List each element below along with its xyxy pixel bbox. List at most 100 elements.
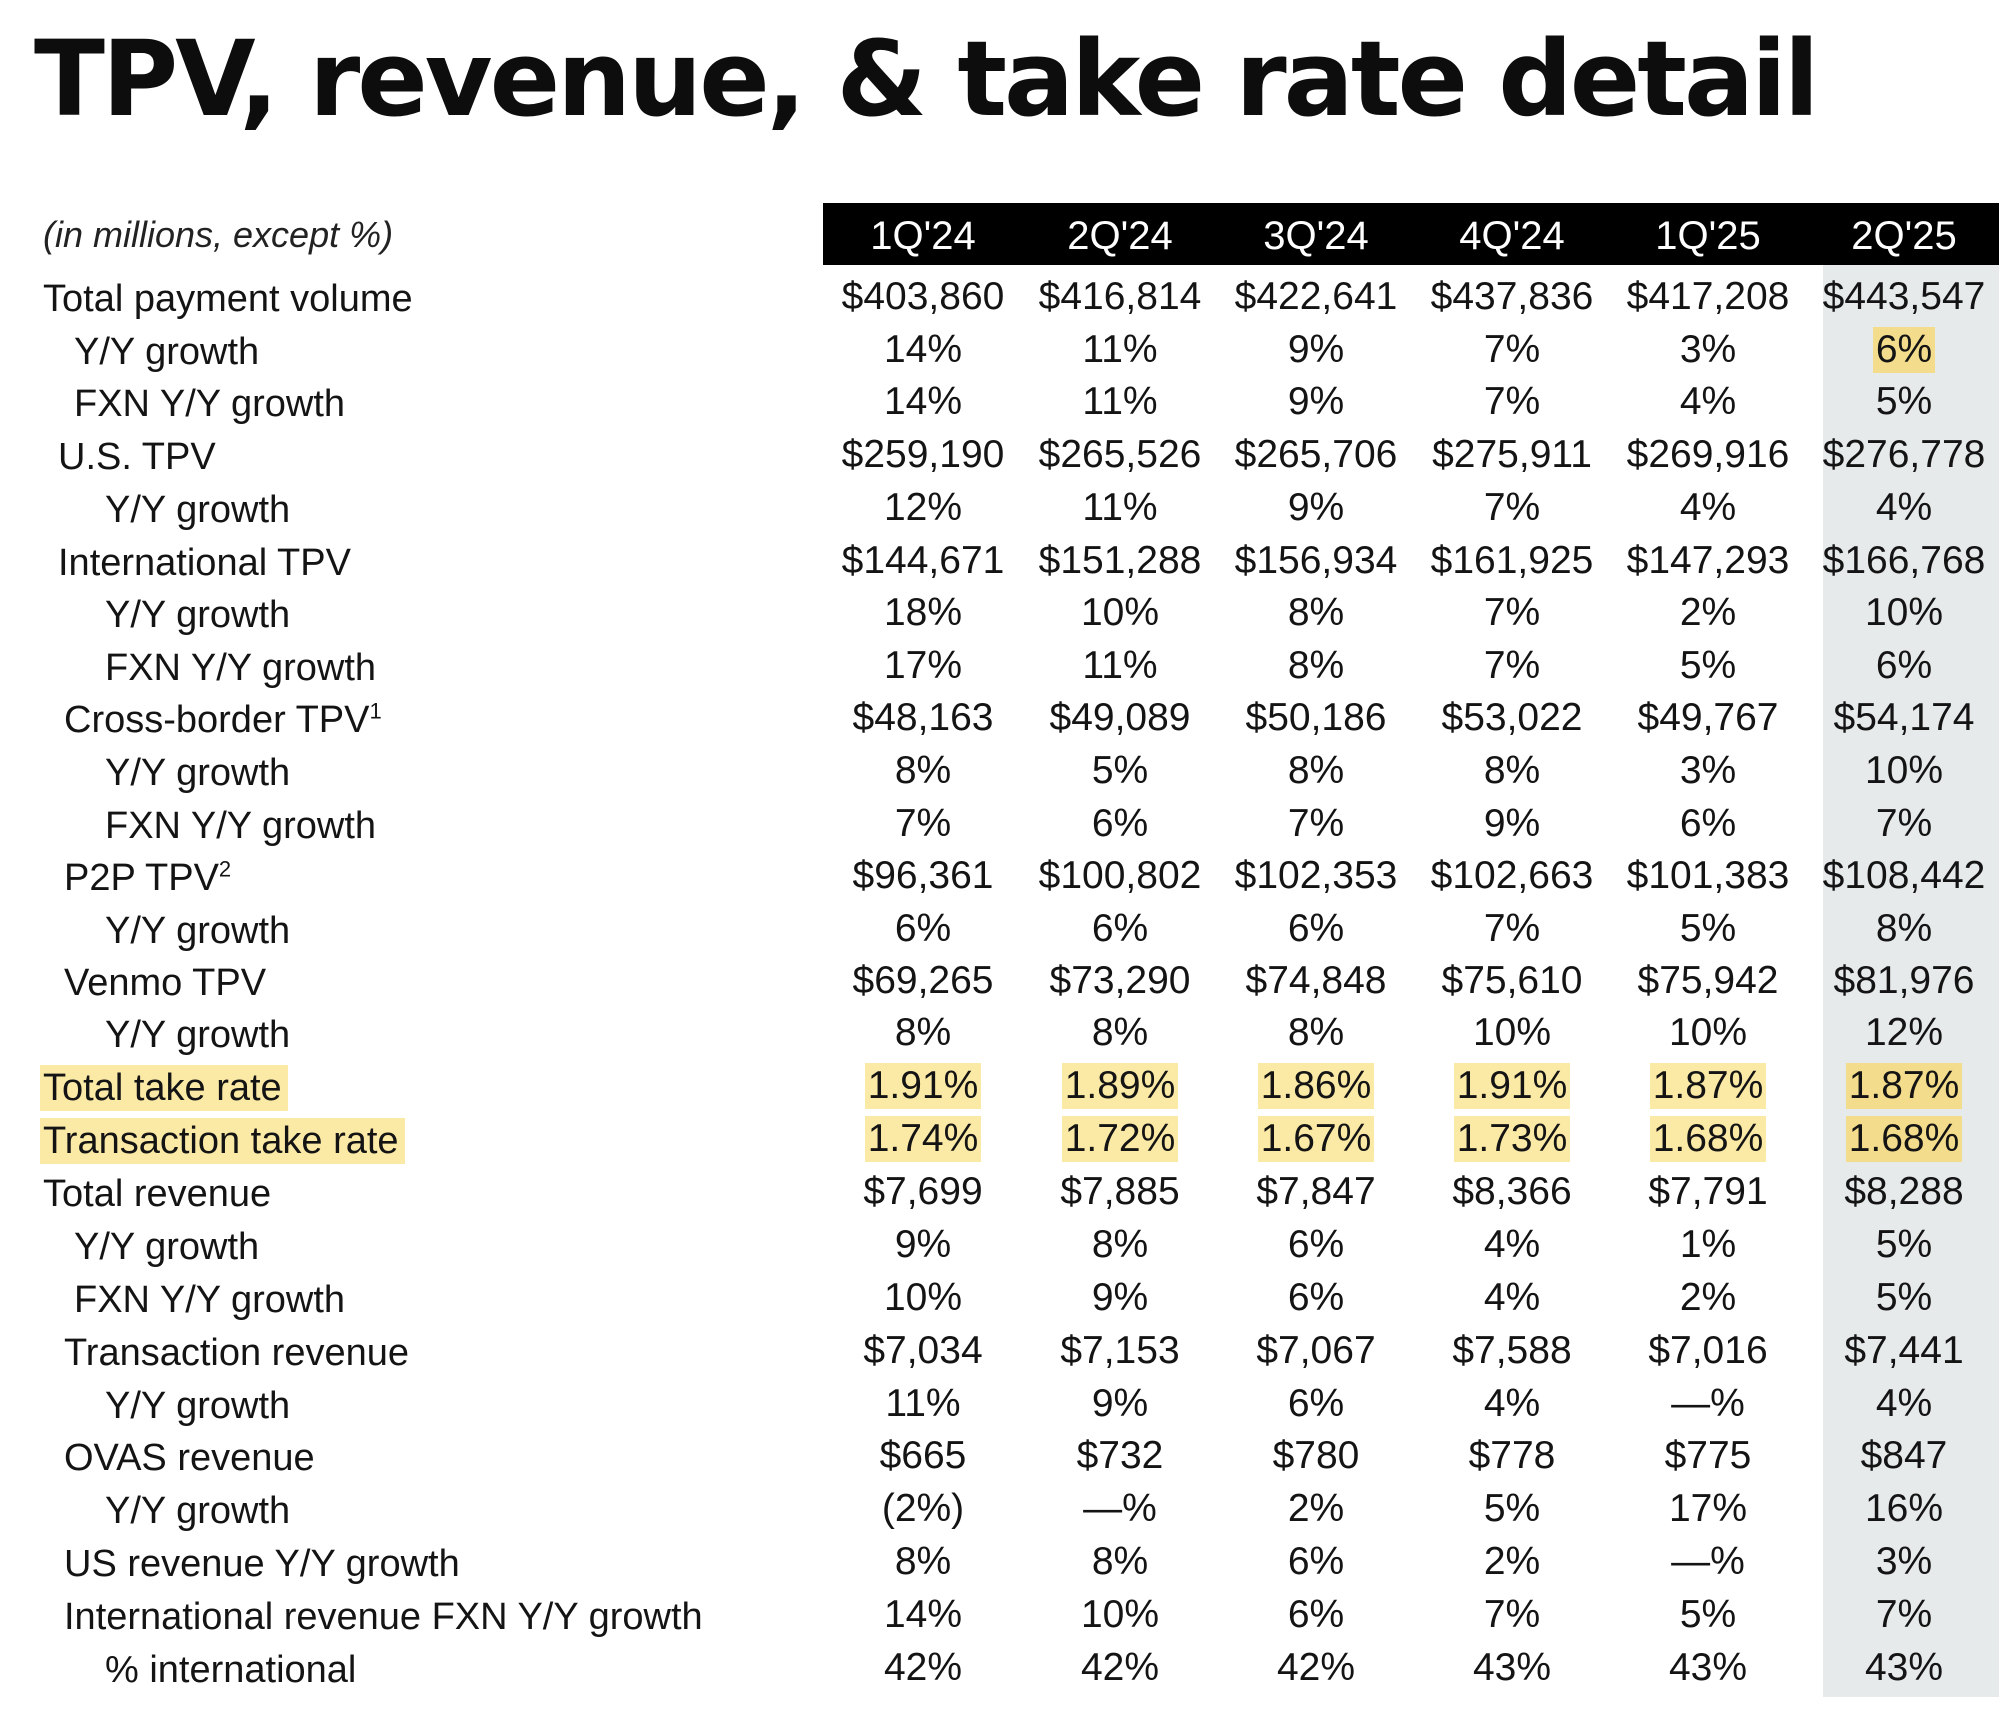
cell-2q-24: 11% — [1025, 379, 1215, 425]
cell-1q-25: $775 — [1613, 1433, 1803, 1479]
cell-value: $259,190 — [841, 433, 1005, 476]
table-row-y-y-growth: Y/Y growth 12% 11% 9% 7% 4% 4% — [0, 483, 1999, 536]
cell-value: $7,067 — [1256, 1329, 1376, 1372]
cell-3q-24: 9% — [1221, 379, 1411, 425]
cell-value: 10% — [1080, 1593, 1160, 1636]
cell-4q-24: 4% — [1417, 1381, 1607, 1427]
cell-1q-25: 4% — [1613, 379, 1803, 425]
cell-value: $81,976 — [1833, 959, 1975, 1002]
row-label-text: Y/Y growth — [105, 489, 291, 531]
cell-3q-24: 8% — [1221, 748, 1411, 794]
cell-2q-24: 11% — [1025, 485, 1215, 531]
cell-value: 12% — [1864, 1011, 1944, 1054]
row-label: Y/Y growth — [105, 487, 290, 533]
row-label: International TPV — [58, 540, 351, 586]
cell-value: $96,361 — [852, 854, 994, 897]
cell-3q-24: $265,706 — [1221, 432, 1411, 478]
cell-1q-24: 18% — [828, 590, 1018, 636]
cell-value: 11% — [1082, 486, 1158, 529]
cell-4q-24: $7,588 — [1417, 1328, 1607, 1374]
cell-3q-24: 1.67% — [1221, 1116, 1411, 1162]
cell-value: $144,671 — [841, 539, 1005, 582]
cell-2q-24: $49,089 — [1025, 695, 1215, 741]
row-label-text: Transaction take rate — [43, 1120, 399, 1162]
cell-value: $422,641 — [1234, 275, 1398, 318]
cell-value: 6% — [1287, 1223, 1345, 1266]
cell-1q-25: $101,383 — [1613, 853, 1803, 899]
cell-1q-25: —% — [1613, 1381, 1803, 1427]
cell-1q-24: 7% — [828, 801, 1018, 847]
table-row-us-revenue-y-y-growth: US revenue Y/Y growth 8% 8% 6% 2% —% 3% — [0, 1537, 1999, 1590]
cell-2q-24: 10% — [1025, 590, 1215, 636]
cell-value: 7% — [1483, 380, 1541, 423]
cell-1q-24: 14% — [828, 379, 1018, 425]
cell-value: $780 — [1272, 1434, 1360, 1477]
cell-1q-24: $7,034 — [828, 1328, 1018, 1374]
cell-value: $74,848 — [1245, 959, 1387, 1002]
table-row-p2p-tpv: P2P TPV2 $96,361 $100,802 $102,353 $102,663 $… — [0, 851, 1999, 904]
cell-value: 4% — [1483, 1223, 1541, 1266]
cell-value: 6% — [1287, 907, 1345, 950]
cell-1q-24: $259,190 — [828, 432, 1018, 478]
cell-3q-24: 6% — [1221, 1275, 1411, 1321]
table-row-y-y-growth: Y/Y growth 9% 8% 6% 4% 1% 5% — [0, 1220, 1999, 1273]
row-label: P2P TPV2 — [64, 855, 231, 901]
cell-value: 8% — [1483, 749, 1541, 792]
cell-value: $49,089 — [1049, 696, 1191, 739]
footnote-marker: 1 — [369, 698, 382, 724]
cell-value: 14% — [883, 328, 963, 371]
table-row-total-take-rate: Total take rate 1.91% 1.89% 1.86% 1.91% 1.87%… — [0, 1061, 1999, 1114]
cell-value: 2% — [1483, 1540, 1541, 1583]
cell-4q-24: 7% — [1417, 643, 1607, 689]
cell-1q-25: 17% — [1613, 1486, 1803, 1532]
table-row-fxn-y-y-growth: FXN Y/Y growth 7% 6% 7% 9% 6% 7% — [0, 799, 1999, 852]
row-label: Y/Y growth — [105, 1488, 290, 1534]
cell-value: 8% — [1287, 644, 1345, 687]
row-label: Y/Y growth — [74, 329, 259, 375]
cell-value: $75,942 — [1637, 959, 1779, 1002]
cell-2q-24: —% — [1025, 1486, 1215, 1532]
table-row-venmo-tpv: Venmo TPV $69,265 $73,290 $74,848 $75,610 $75… — [0, 956, 1999, 1009]
cell-2q-24: $732 — [1025, 1433, 1215, 1479]
cell-value: 5% — [1679, 907, 1737, 950]
cell-3q-24: 9% — [1221, 485, 1411, 531]
cell-1q-24: 14% — [828, 1592, 1018, 1638]
cell-1q-25: $75,942 — [1613, 958, 1803, 1004]
cell-value: 7% — [1875, 1593, 1933, 1636]
cell-1q-24: $69,265 — [828, 958, 1018, 1004]
cell-4q-24: 1.91% — [1417, 1063, 1607, 1109]
cell-value: 5% — [1483, 1487, 1541, 1530]
cell-2q-24: 8% — [1025, 1222, 1215, 1268]
cell-value: $7,791 — [1648, 1170, 1768, 1213]
cell-value: —% — [1671, 1382, 1745, 1425]
cell-1q-25: 3% — [1613, 748, 1803, 794]
cell-value: 12% — [883, 486, 963, 529]
cell-value: $100,802 — [1038, 854, 1202, 897]
cell-1q-25: 10% — [1613, 1010, 1803, 1056]
cell-value: 10% — [883, 1276, 963, 1319]
cell-1q-25: 1% — [1613, 1222, 1803, 1268]
cell-value: 5% — [1679, 644, 1737, 687]
cell-1q-25: 5% — [1613, 906, 1803, 952]
cell-value: 17% — [883, 644, 963, 687]
cell-value: $48,163 — [852, 696, 994, 739]
cell-4q-24: 8% — [1417, 748, 1607, 794]
table-row-fxn-y-y-growth: FXN Y/Y growth 14% 11% 9% 7% 4% 5% — [0, 377, 1999, 430]
cell-1q-24: 17% — [828, 643, 1018, 689]
row-label-text: International TPV — [58, 542, 351, 584]
cell-value: 42% — [1276, 1646, 1356, 1689]
cell-value: $7,885 — [1060, 1170, 1180, 1213]
cell-value: 7% — [1483, 328, 1541, 371]
cell-2q-24: 11% — [1025, 643, 1215, 689]
cell-2q-25: 12% — [1809, 1010, 1999, 1056]
cell-1q-24: $403,860 — [828, 274, 1018, 320]
cell-value: 1.68% — [1845, 1116, 1963, 1162]
table-row-ovas-revenue: OVAS revenue $665 $732 $780 $778 $775 $847 — [0, 1431, 1999, 1484]
cell-2q-25: $7,441 — [1809, 1328, 1999, 1374]
cell-1q-25: 4% — [1613, 485, 1803, 531]
cell-2q-24: 8% — [1025, 1539, 1215, 1585]
cell-value: 7% — [1483, 591, 1541, 634]
cell-value: 4% — [1875, 486, 1933, 529]
cell-4q-24: 7% — [1417, 590, 1607, 636]
cell-value: 8% — [1287, 1011, 1345, 1054]
